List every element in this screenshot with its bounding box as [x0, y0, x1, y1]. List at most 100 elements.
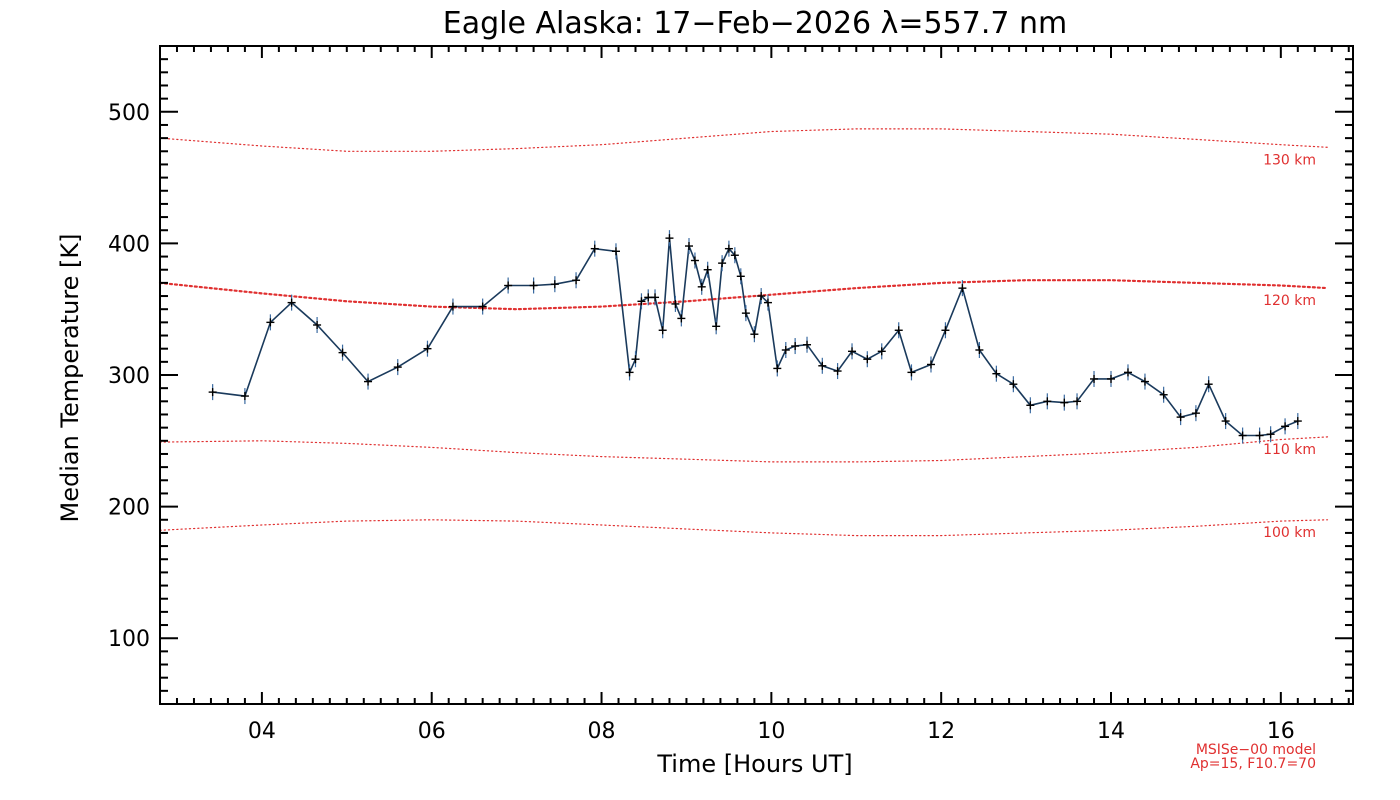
- data-point: [651, 289, 660, 306]
- data-point: [1043, 393, 1052, 410]
- data-point: [958, 280, 967, 297]
- data-point: [1204, 376, 1213, 393]
- data-point: [671, 295, 680, 312]
- data-point: [781, 341, 790, 358]
- data-point: [1255, 427, 1264, 444]
- data-point: [448, 298, 457, 315]
- model-labels: 130 km 120 km 110 km 100 km: [1263, 152, 1316, 540]
- model-curve-label: 130 km: [1263, 152, 1316, 168]
- data-point: [863, 351, 872, 368]
- data-point: [529, 277, 538, 294]
- data-point: [697, 278, 706, 295]
- data-point: [1123, 364, 1132, 381]
- data-point: [423, 340, 432, 357]
- x-axis-label: Time [Hours UT]: [656, 750, 852, 778]
- data-point: [684, 238, 693, 255]
- data-point: [611, 243, 620, 260]
- x-tick-label: 12: [927, 719, 955, 744]
- data-point: [572, 272, 581, 289]
- data-point: [818, 357, 827, 374]
- data-point: [736, 268, 745, 285]
- data-point: [718, 255, 727, 272]
- data-point: [741, 305, 750, 322]
- data-point: [631, 351, 640, 368]
- data-point: [1090, 370, 1099, 387]
- data-point: [644, 289, 653, 306]
- data-point: [773, 360, 782, 377]
- data-point: [1026, 397, 1035, 414]
- data-point: [313, 316, 322, 333]
- data-point: [791, 338, 800, 355]
- data-point: [1176, 409, 1185, 426]
- x-tick-label: 06: [418, 719, 446, 744]
- y-tick-label: 100: [108, 627, 150, 652]
- data-point: [1060, 394, 1069, 411]
- data-point: [1009, 376, 1018, 393]
- data-point: [1281, 418, 1290, 435]
- data-point: [894, 322, 903, 339]
- x-tick-label: 04: [248, 719, 276, 744]
- axis-ticks: [159, 45, 1353, 704]
- data-point: [1159, 386, 1168, 403]
- x-tick-label: 16: [1267, 719, 1295, 744]
- data-point: [992, 365, 1001, 382]
- data-series: [208, 230, 1302, 444]
- model-info-line2: Ap=15, F10.7=70: [1190, 756, 1316, 772]
- y-tick-label: 300: [108, 364, 150, 389]
- data-point: [478, 298, 487, 315]
- x-tick-label: 10: [757, 719, 785, 744]
- model-curve-label: 110 km: [1263, 442, 1316, 458]
- data-point: [1107, 370, 1116, 387]
- data-point: [703, 261, 712, 278]
- model-curve-130km: [159, 128, 1329, 152]
- data-point: [240, 388, 249, 405]
- data-point: [504, 277, 513, 294]
- x-tick-label: 14: [1097, 719, 1125, 744]
- data-point: [690, 252, 699, 269]
- data-point: [364, 373, 373, 390]
- y-tick-label: 500: [108, 101, 150, 126]
- data-point: [750, 326, 759, 343]
- data-point: [724, 240, 733, 257]
- chart-title: Eagle Alaska: 17−Feb−2026 λ=557.7 nm: [443, 6, 1067, 41]
- tick-labels: 04 06 08 10 12 14 16 100 200 300 400 500: [108, 101, 1295, 744]
- data-point: [1293, 413, 1302, 430]
- data-point: [590, 240, 599, 257]
- data-point: [833, 363, 842, 380]
- data-point: [926, 356, 935, 373]
- data-point: [763, 294, 772, 311]
- data-point: [393, 359, 402, 376]
- data-point: [1266, 426, 1275, 443]
- y-axis-label: Median Temperature [K]: [56, 233, 84, 522]
- x-tick-label: 08: [588, 719, 616, 744]
- data-point: [665, 230, 674, 247]
- series-line: [212, 238, 1299, 437]
- y-tick-label: 400: [108, 232, 150, 257]
- data-point: [658, 322, 667, 339]
- data-point: [677, 310, 686, 327]
- data-point: [338, 344, 347, 361]
- model-curve-label: 100 km: [1263, 525, 1316, 541]
- model-curve-label: 120 km: [1263, 293, 1316, 309]
- data-point: [208, 384, 217, 401]
- model-curve-100km: [159, 519, 1329, 537]
- data-point: [907, 364, 916, 381]
- data-point: [848, 343, 857, 360]
- data-point: [1191, 405, 1200, 422]
- data-point: [1238, 427, 1247, 444]
- data-point: [975, 341, 984, 358]
- model-curves: [158, 128, 1329, 537]
- data-point: [550, 276, 559, 293]
- model-curve-110km: [159, 436, 1329, 463]
- data-point: [877, 343, 886, 360]
- data-point: [266, 314, 275, 331]
- model-curve-120km: [158, 279, 1329, 311]
- data-point: [625, 364, 634, 381]
- data-point: [1073, 393, 1082, 410]
- data-point: [1140, 373, 1149, 390]
- data-point: [730, 247, 739, 264]
- data-point: [803, 336, 812, 353]
- data-point: [712, 318, 721, 335]
- plot-frame: [159, 45, 1354, 705]
